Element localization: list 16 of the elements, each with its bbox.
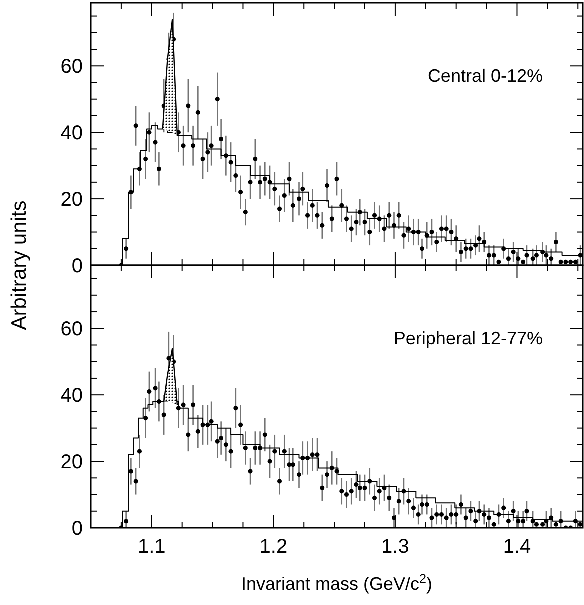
y-tick-label: 60 (60, 318, 83, 341)
x-tick-label: 1.2 (260, 536, 288, 558)
y-tick-label: 20 (60, 189, 83, 212)
y-axis-title: Arbitrary units (8, 200, 31, 330)
y-tick-label: 40 (60, 122, 83, 145)
y-tick-label: 0 (72, 256, 83, 278)
y-tick-label: 40 (60, 385, 83, 408)
y-tick-label: 20 (60, 452, 83, 474)
x-axis-title: Invariant mass (GeV/c$^{2}$) (241, 572, 433, 594)
x-tick-label: 1.1 (138, 536, 166, 558)
y-tick-label: 60 (60, 56, 83, 78)
annotation: Peripheral 12-77% (394, 328, 543, 348)
y-tick-label: 0 (72, 518, 83, 540)
x-tick-label: 1.3 (382, 536, 410, 558)
x-tick-label: 1.4 (503, 536, 532, 558)
annotation: Central 0-12% (428, 66, 543, 86)
